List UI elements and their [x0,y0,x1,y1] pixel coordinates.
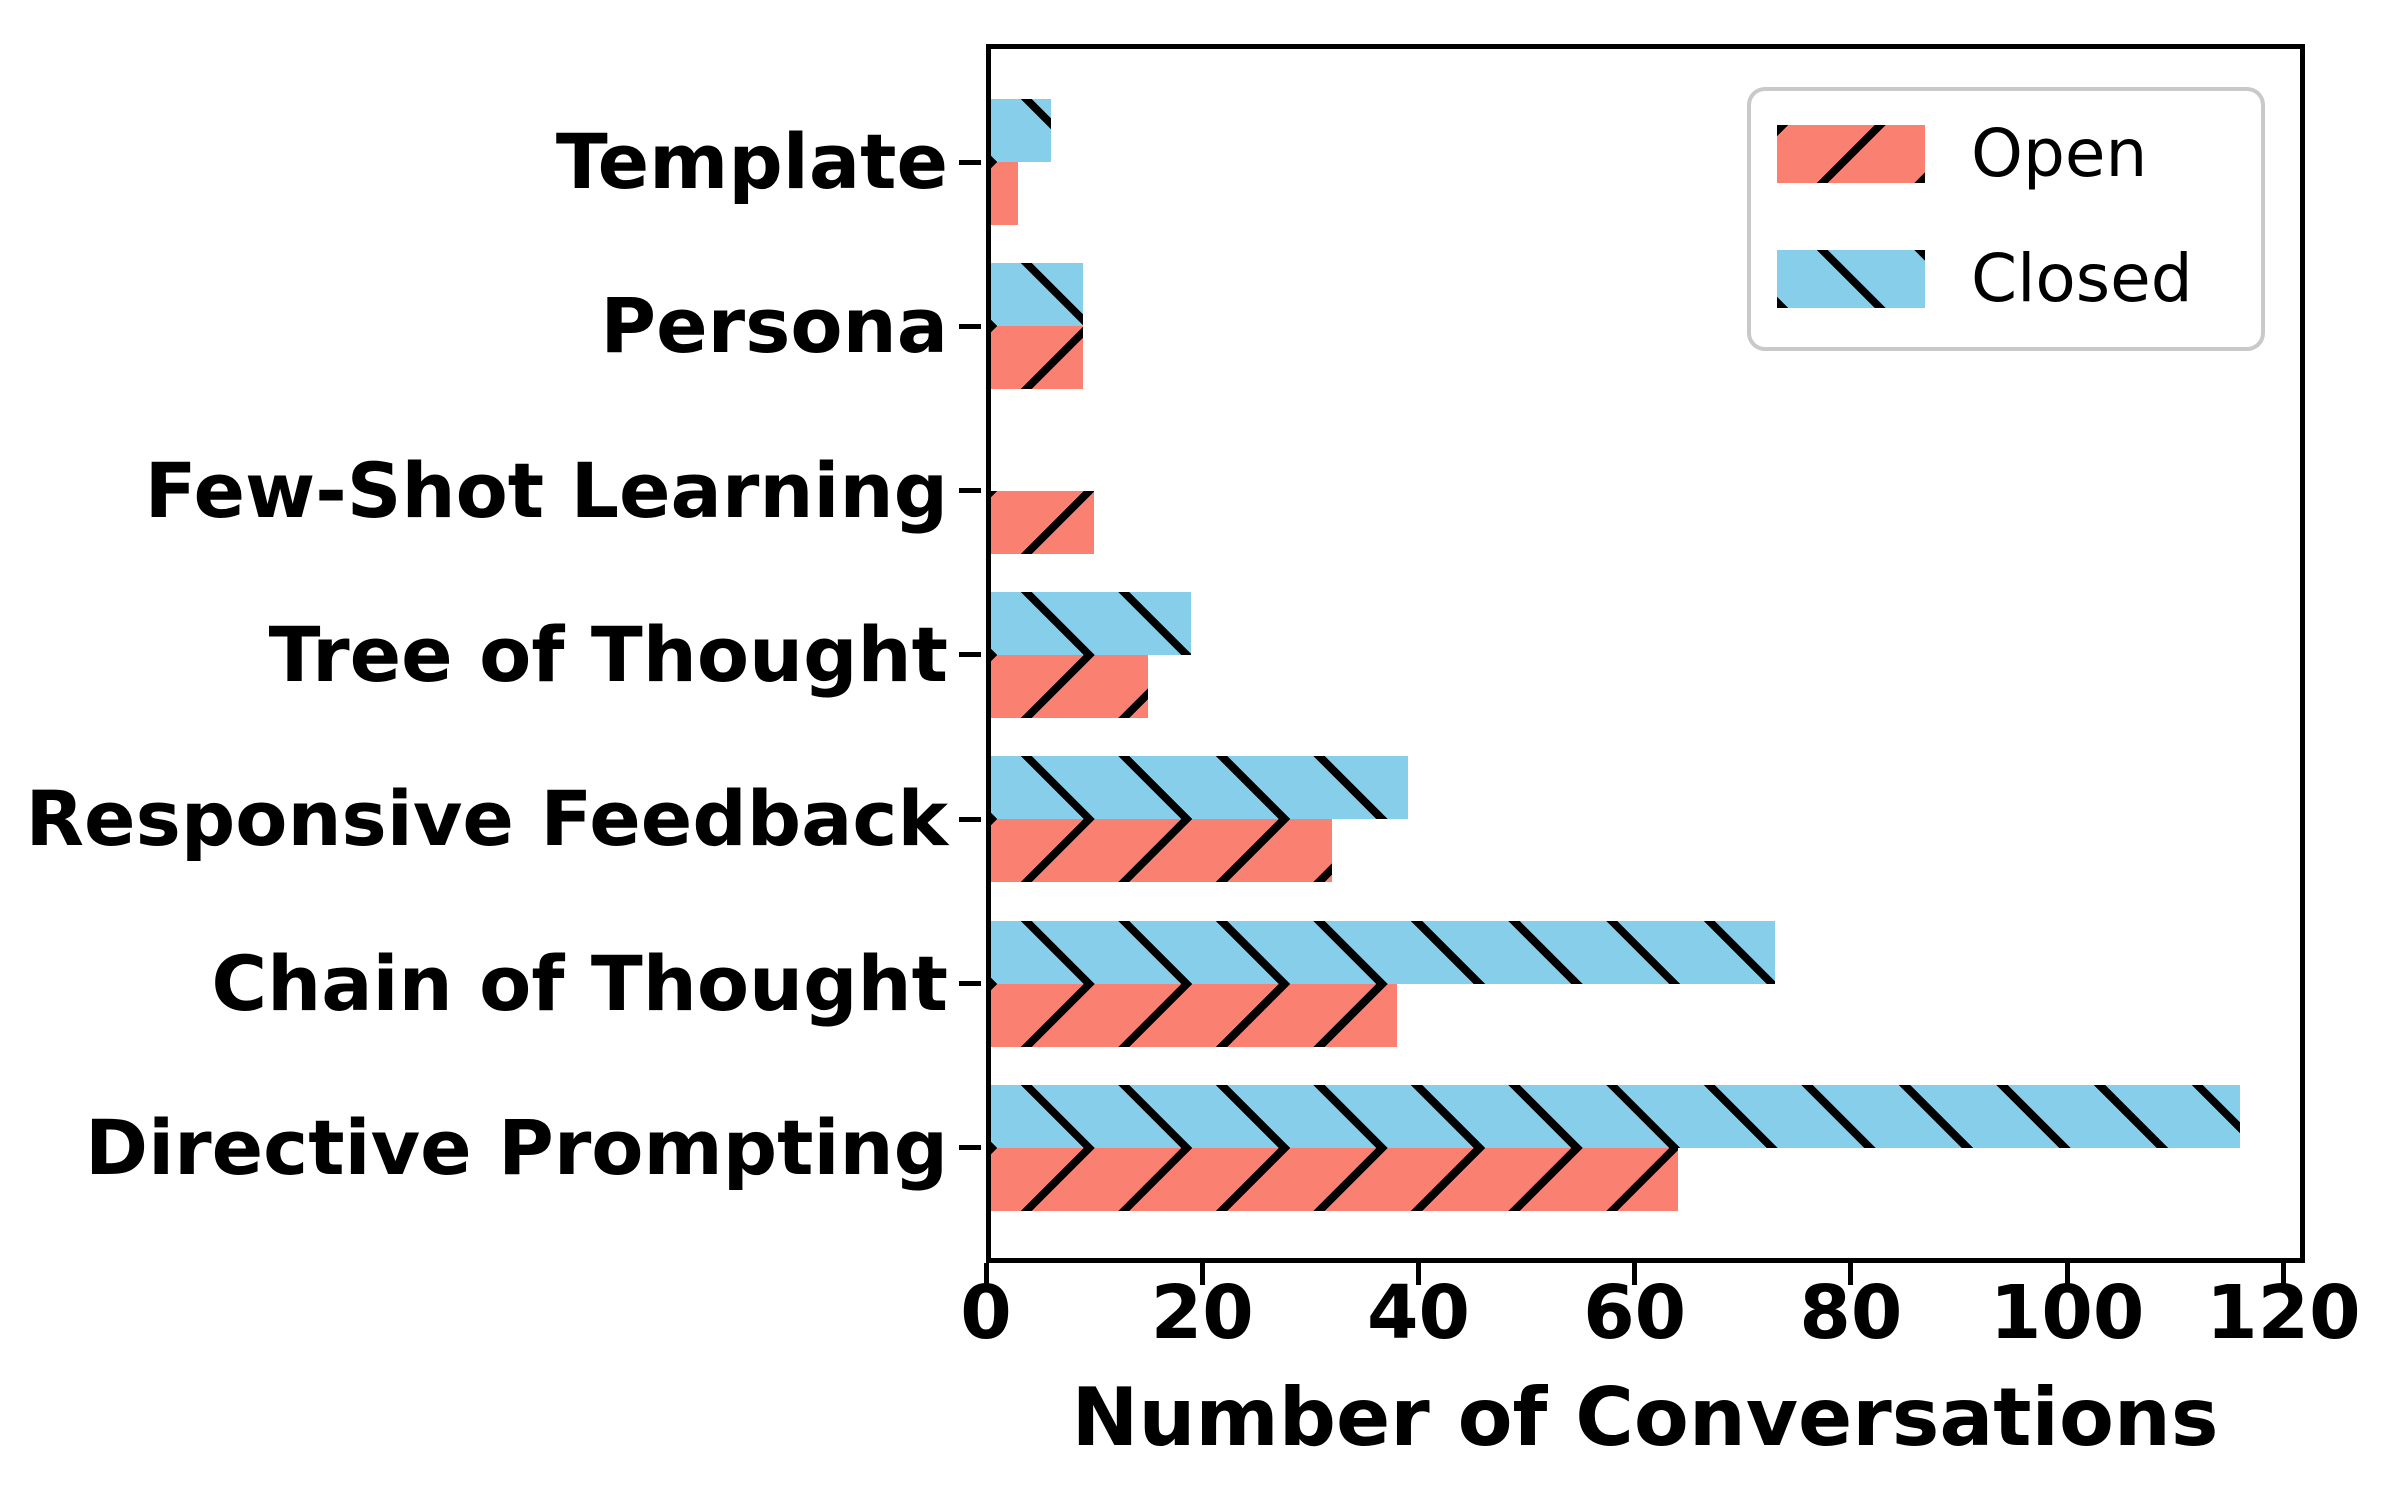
y-tick [959,488,981,494]
bar-open-directive-prompting [986,1147,1678,1211]
category-label-template: Template [555,117,948,206]
x-tick-label-40: 40 [1366,1270,1470,1356]
legend-label-open: Open [1971,115,2148,192]
x-axis-label: Number of Conversations [1071,1371,2219,1464]
x-tick [2064,1263,2070,1285]
y-tick [959,1145,981,1151]
legend-row-open: Open [1777,121,2261,187]
bar-closed-template [986,99,1051,162]
legend: Open Closed [1747,87,2265,351]
x-tick-label-100: 100 [1989,1270,2145,1356]
bar-closed-directive-prompting [986,1084,2241,1148]
x-tick-label-120: 120 [2206,1270,2361,1356]
bar-open-template [986,162,1019,225]
x-tick-label-20: 20 [1150,1270,1254,1356]
bar-closed-persona [986,263,1084,327]
x-tick [1632,1263,1638,1285]
category-label-few-shot-learning: Few-Shot Learning [144,445,948,535]
legend-swatch-closed [1777,250,1925,308]
legend-row-closed: Closed [1777,246,2261,312]
legend-label-closed: Closed [1971,240,2193,317]
bar-open-few-shot-learning [986,490,1095,554]
x-tick-label-80: 80 [1799,1270,1903,1356]
x-tick [1415,1263,1421,1285]
bar-closed-tree-of-thought [986,591,1192,655]
bar-open-chain-of-thought [986,983,1397,1047]
bar-open-responsive-feedback [986,819,1332,883]
bar-open-persona [986,326,1084,390]
y-tick [959,159,981,165]
bar-closed-chain-of-thought [986,920,1776,984]
y-tick [959,323,981,329]
x-tick [983,1263,989,1285]
x-tick-label-0: 0 [960,1270,1012,1356]
category-label-directive-prompting: Directive Prompting [84,1102,948,1192]
x-tick [2280,1263,2286,1285]
plot-area: 0 20 40 60 80 100 120 Template Persona Few-Shot … [26,44,2361,1350]
legend-swatch-open [1777,125,1925,183]
category-label-persona: Persona [600,281,948,371]
category-label-chain-of-thought: Chain of Thought [211,938,948,1028]
y-tick [959,652,981,658]
bar-closed-responsive-feedback [986,756,1408,820]
bar-open-tree-of-thought [986,654,1149,718]
category-label-tree-of-thought: Tree of Thought [268,609,948,699]
x-tick-label-60: 60 [1583,1270,1687,1356]
x-tick [1199,1263,1205,1285]
category-label-responsive-feedback: Responsive Feedback [25,774,948,864]
y-tick [959,816,981,822]
x-tick [1848,1263,1854,1285]
y-tick [959,981,981,987]
